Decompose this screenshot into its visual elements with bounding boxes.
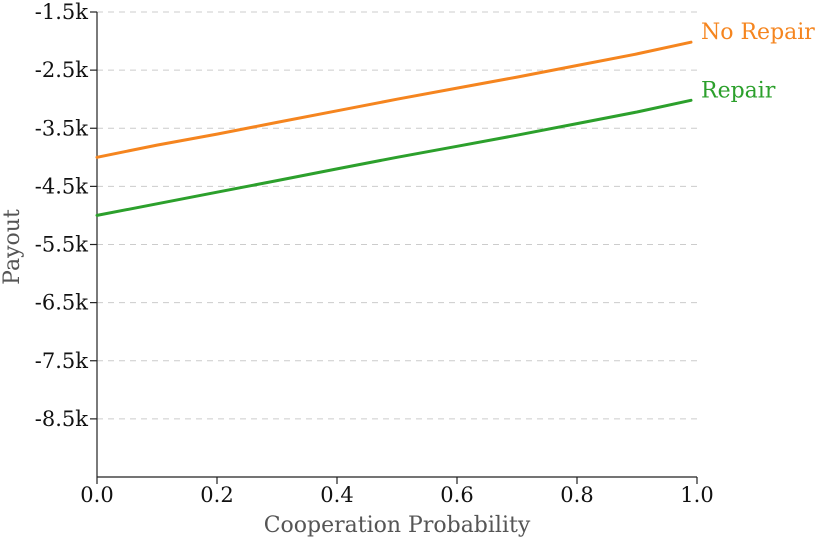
y-tick-label: -8.5k xyxy=(35,407,88,431)
series-line xyxy=(95,98,693,217)
y-tick-labels: -1.5k -2.5k -3.5k -4.5k -5.5k -6.5k -7.5k -8.5k xyxy=(35,0,88,431)
y-tick-label: -7.5k xyxy=(35,349,88,373)
x-tick-label: 0.0 xyxy=(80,483,113,507)
y-tick-label: -4.5k xyxy=(35,174,88,198)
y-tick-label: -6.5k xyxy=(35,291,88,315)
x-tick-label: 1.0 xyxy=(680,483,713,507)
x-tick-label: 0.4 xyxy=(320,483,353,507)
y-tick-label: -1.5k xyxy=(35,0,88,24)
x-tick-label: 0.2 xyxy=(200,483,233,507)
gridlines xyxy=(97,11,697,420)
x-tick-label: 0.6 xyxy=(440,483,473,507)
x-tick-label: 0.8 xyxy=(560,483,593,507)
series-label: No Repair xyxy=(701,20,815,45)
series-labels: No Repair Repair xyxy=(701,20,815,103)
series-lines xyxy=(95,40,693,217)
y-axis-title: Payout xyxy=(0,209,25,285)
x-axis-title: Cooperation Probability xyxy=(264,513,531,538)
series-line xyxy=(95,40,693,159)
y-tick-label: -5.5k xyxy=(35,233,88,257)
x-tick-labels: 0.0 0.2 0.4 0.6 0.8 1.0 xyxy=(80,483,713,507)
series-label: Repair xyxy=(701,78,776,103)
y-tick-label: -2.5k xyxy=(35,58,88,82)
axes xyxy=(90,11,698,484)
y-tick-label: -3.5k xyxy=(35,116,88,140)
